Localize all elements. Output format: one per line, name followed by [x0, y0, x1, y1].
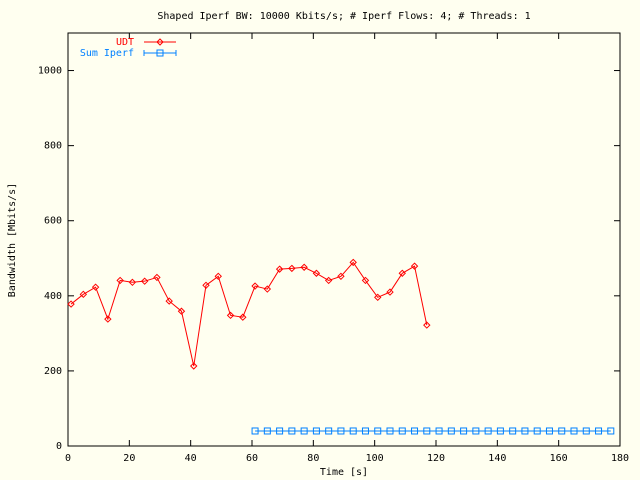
point — [91, 283, 100, 291]
y-tick-label: 200 — [44, 366, 62, 377]
point — [447, 427, 455, 435]
point — [460, 427, 468, 435]
point — [435, 427, 443, 435]
point — [337, 272, 345, 281]
point — [239, 313, 247, 321]
point — [128, 278, 137, 287]
x-tick-label: 120 — [427, 453, 445, 464]
plot-frame — [67, 32, 621, 447]
point — [533, 427, 541, 435]
x-tick-label: 0 — [65, 453, 71, 464]
chart-title: Shaped Iperf BW: 10000 Kbits/s; # Iperf … — [157, 11, 530, 22]
point — [140, 277, 149, 285]
point — [67, 300, 75, 308]
point — [288, 427, 296, 435]
point — [104, 315, 112, 323]
point — [276, 427, 284, 435]
point — [423, 321, 431, 329]
point — [325, 427, 333, 435]
point — [374, 293, 382, 302]
y-tick-label: 0 — [56, 441, 62, 452]
x-tick-label: 80 — [307, 453, 319, 464]
point — [288, 264, 296, 273]
point — [410, 262, 419, 270]
point — [251, 282, 259, 290]
point — [570, 427, 578, 435]
point — [361, 427, 369, 435]
point — [190, 362, 198, 370]
series-line — [70, 261, 428, 367]
point — [582, 427, 590, 435]
x-tick-label: 60 — [246, 453, 258, 464]
y-tick-label: 800 — [44, 141, 62, 152]
point — [349, 258, 357, 267]
legend-marker — [156, 49, 164, 57]
y-tick-label: 400 — [44, 291, 62, 302]
point — [300, 263, 308, 271]
point — [116, 276, 124, 285]
x-tick-label: 100 — [366, 453, 384, 464]
point — [361, 276, 370, 285]
point — [337, 427, 345, 435]
point — [177, 307, 186, 315]
point — [398, 269, 406, 277]
point — [607, 427, 615, 435]
point — [411, 427, 419, 435]
point — [226, 311, 235, 320]
x-tick-label: 20 — [123, 453, 135, 464]
point — [509, 427, 517, 435]
point — [423, 427, 431, 435]
point — [79, 290, 88, 299]
point — [214, 272, 222, 281]
point — [324, 276, 333, 285]
point — [165, 297, 173, 305]
point — [496, 427, 504, 435]
point — [484, 427, 492, 435]
point — [300, 427, 308, 435]
point — [386, 427, 394, 435]
point — [202, 281, 210, 290]
legend-label: Sum Iperf — [80, 48, 134, 59]
point — [312, 269, 321, 277]
point — [263, 285, 272, 293]
x-tick-label: 160 — [550, 453, 568, 464]
point — [521, 427, 529, 435]
y-tick-label: 1000 — [38, 66, 62, 77]
x-axis-label: Time [s] — [320, 467, 368, 478]
point — [251, 427, 259, 435]
x-tick-label: 140 — [488, 453, 506, 464]
point — [558, 427, 566, 435]
point — [595, 427, 603, 435]
point — [263, 427, 271, 435]
point — [386, 288, 394, 296]
point — [312, 427, 320, 435]
x-tick-label: 40 — [185, 453, 197, 464]
point — [545, 427, 553, 435]
y-axis-label: Bandwidth [Mbits/s] — [7, 183, 18, 297]
point — [374, 427, 382, 435]
point — [153, 273, 161, 282]
point — [275, 265, 284, 273]
y-tick-label: 600 — [44, 216, 62, 227]
x-tick-label: 180 — [611, 453, 629, 464]
point — [398, 427, 406, 435]
point — [472, 427, 480, 435]
legend-label: UDT — [116, 37, 134, 48]
point — [349, 427, 357, 435]
legend-marker — [156, 38, 164, 46]
